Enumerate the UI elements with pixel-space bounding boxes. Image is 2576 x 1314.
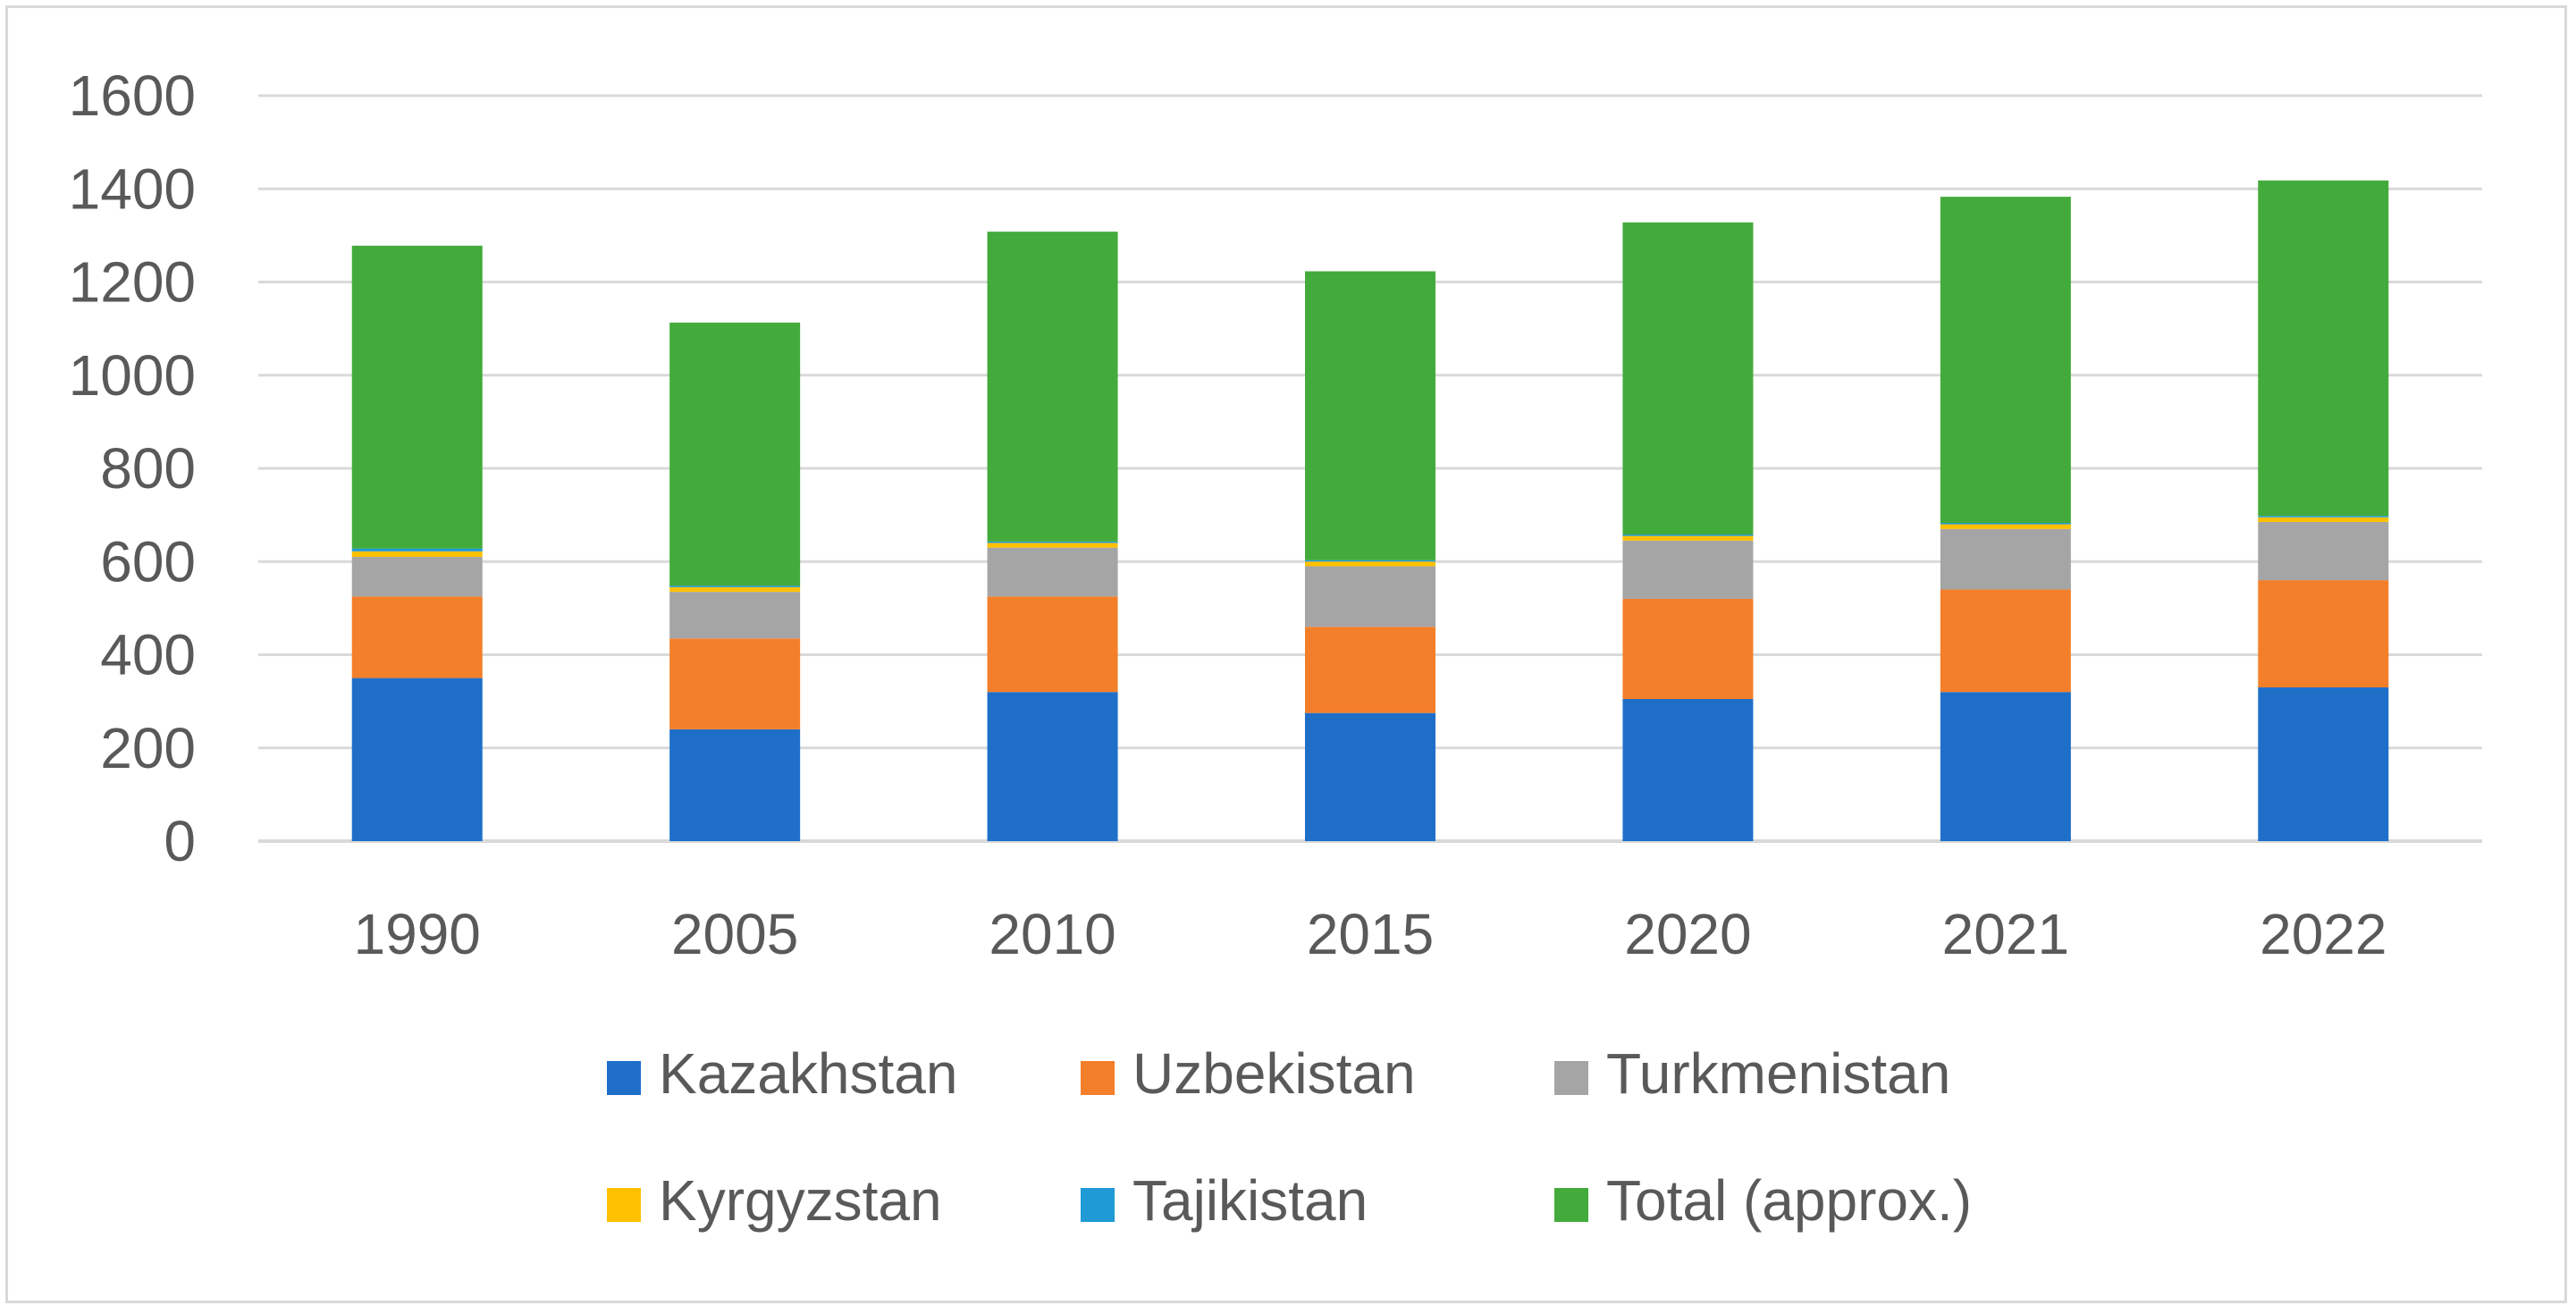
y-tick-label: 1600	[69, 63, 196, 128]
bar-segment	[987, 543, 1118, 548]
bar-segment	[1305, 627, 1435, 713]
bar-segment	[669, 322, 801, 586]
bar-segment	[1622, 535, 1754, 536]
bars	[351, 180, 2389, 841]
bar-segment	[669, 638, 801, 729]
x-axis-ticks: 1990 2005 2010 2015 2020 2021 2022	[354, 902, 2387, 966]
bar-segment	[1305, 560, 1435, 562]
bar-segment	[1622, 699, 1754, 841]
legend-swatch	[1081, 1061, 1115, 1095]
y-tick-label: 800	[100, 436, 196, 501]
bar-segment	[1940, 197, 2071, 523]
y-tick-label: 200	[100, 716, 196, 780]
bar-segment	[1622, 540, 1754, 599]
bar-segment	[1305, 561, 1435, 567]
legend-swatch	[607, 1188, 641, 1222]
legend-swatch	[1081, 1188, 1115, 1222]
legend-label: Tajikistan	[1132, 1168, 1368, 1233]
legend-label: Uzbekistan	[1132, 1041, 1416, 1106]
bar-segment	[351, 245, 483, 549]
bar-segment	[669, 729, 801, 841]
bar-segment	[1622, 222, 1754, 535]
bar-segment	[987, 541, 1118, 543]
y-tick-label: 1400	[69, 156, 196, 221]
x-tick-label: 2020	[1624, 902, 1751, 966]
bar-segment	[2258, 517, 2389, 522]
bar-segment	[2258, 180, 2389, 517]
bar-segment	[351, 596, 483, 678]
bar-segment	[987, 692, 1118, 841]
x-tick-label: 2022	[2260, 902, 2387, 966]
y-tick-label: 0	[164, 809, 196, 873]
bar-segment	[987, 547, 1118, 597]
x-tick-label: 2015	[1307, 902, 1434, 966]
chart-frame: 0 200 400 600 800 1000 1200 1400 1600 1990 2005 20…	[5, 5, 2567, 1303]
legend-swatch	[607, 1061, 641, 1095]
bar-segment	[1622, 598, 1754, 700]
bar-segment	[1940, 522, 2071, 525]
bar-segment	[987, 596, 1118, 693]
bar-segment	[2258, 521, 2389, 581]
bar-segment	[351, 548, 483, 552]
bar-segment	[2258, 686, 2389, 841]
x-tick-label: 2005	[671, 902, 798, 966]
y-tick-label: 1200	[69, 250, 196, 315]
bar-segment	[1940, 589, 2071, 693]
stacked-bar-chart: 0 200 400 600 800 1000 1200 1400 1600 1990 2005 20…	[69, 63, 2482, 1233]
bar-segment	[351, 678, 483, 841]
x-tick-label: 2010	[989, 902, 1115, 966]
y-tick-label: 1000	[69, 343, 196, 408]
legend-label: Kyrgyzstan	[659, 1168, 942, 1233]
y-tick-label: 600	[100, 529, 196, 594]
x-tick-label: 1990	[354, 902, 481, 966]
bar-segment	[1305, 566, 1435, 628]
bar-segment	[1940, 528, 2071, 590]
bar-segment	[2258, 580, 2389, 687]
bar-segment	[1305, 712, 1435, 841]
bar-segment	[351, 557, 483, 597]
bar-segment	[669, 586, 801, 593]
bar-segment	[1940, 524, 2071, 529]
y-axis-ticks: 0 200 400 600 800 1000 1200 1400 1600	[69, 63, 196, 873]
x-tick-label: 2021	[1942, 902, 2069, 966]
bar-segment	[351, 551, 483, 558]
bar-segment	[669, 585, 801, 587]
legend-swatch	[1554, 1061, 1588, 1095]
bar-segment	[1940, 692, 2071, 841]
bar-segment	[1305, 271, 1435, 560]
legend-label: Total (approx.)	[1606, 1168, 1972, 1233]
bar-segment	[2258, 516, 2389, 518]
bar-segment	[669, 592, 801, 639]
y-tick-label: 400	[100, 623, 196, 687]
legend-label: Kazakhstan	[659, 1041, 957, 1106]
bar-segment	[1622, 535, 1754, 541]
bar-segment	[987, 232, 1118, 542]
legend-swatch	[1554, 1188, 1588, 1222]
legend: Kazakhstan Uzbekistan Turkmenistan Kyrgyzst…	[607, 1041, 1972, 1233]
legend-label: Turkmenistan	[1606, 1041, 1950, 1106]
